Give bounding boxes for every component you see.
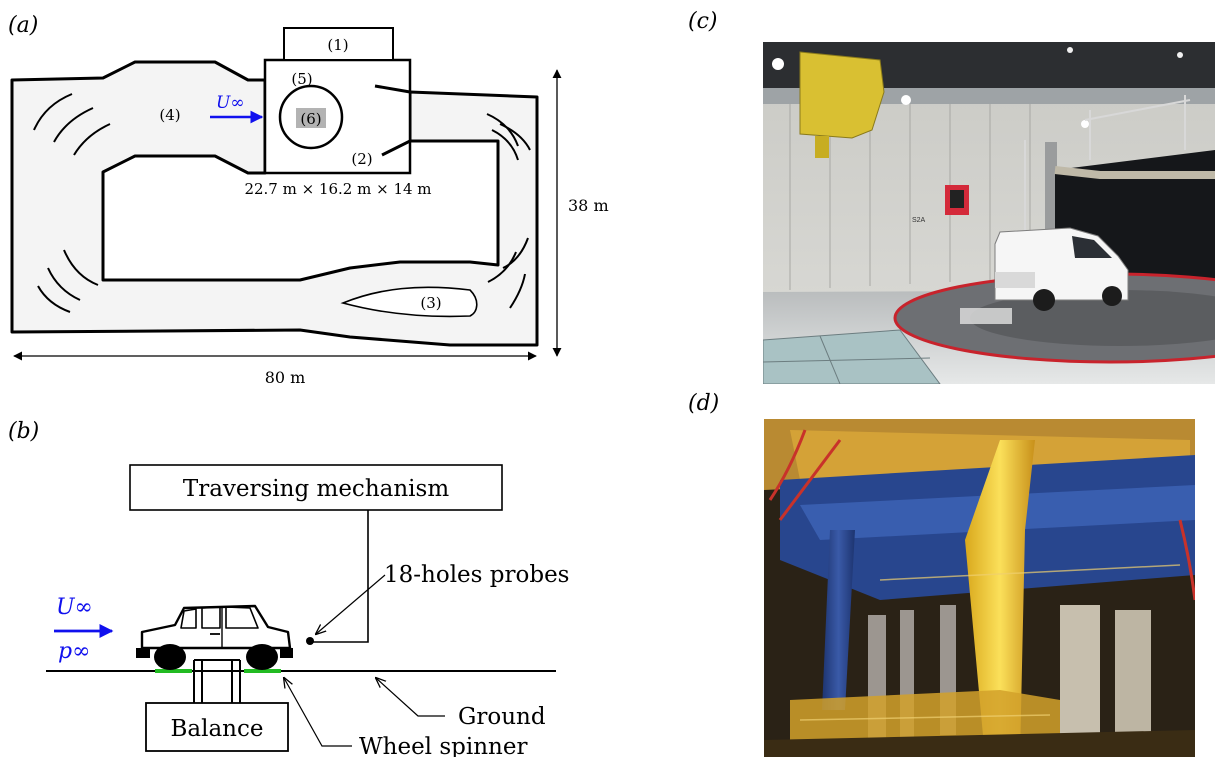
probes-label: 18-holes probes (384, 562, 569, 588)
part-2-label: (2) (351, 150, 372, 168)
balance-area (296, 108, 326, 128)
ground-callout (376, 678, 445, 717)
tunnel-outer-wall (10, 60, 539, 347)
height-dimension-label: 38 m (568, 196, 609, 215)
wheel-spinner-callout (284, 678, 352, 747)
panel-a-label: (a) (8, 13, 38, 38)
wind-tunnel-circuit (10, 27, 562, 361)
probe-callout (316, 574, 386, 634)
panel-c-label: (c) (688, 9, 718, 34)
probe-support (312, 510, 369, 643)
width-dimension-label: 80 m (265, 368, 306, 387)
balance-box (145, 702, 289, 752)
part-5-label: (5) (291, 70, 312, 88)
traversing-mechanism-label: Traversing mechanism (183, 476, 449, 502)
s2a-sign: S2A (912, 217, 926, 224)
heat-exchanger (340, 286, 478, 318)
balance-label: Balance (171, 716, 264, 742)
panel-d-label: (d) (688, 391, 719, 416)
panel-b-label: (b) (8, 419, 39, 444)
balance-photo (764, 419, 1195, 757)
front-wheel (154, 644, 186, 670)
ground-label: Ground (458, 704, 546, 730)
control-room-box (283, 27, 394, 61)
setup-schematic (46, 464, 556, 752)
part-3-label: (3) (420, 294, 441, 312)
turning-vanes (33, 93, 531, 313)
wheel-spinner-label: Wheel spinner (359, 734, 527, 757)
u-inf-label-a: U∞ (216, 93, 245, 113)
p-inf-label: p∞ (58, 639, 90, 664)
part-6-label: (6) (300, 110, 321, 128)
probe-tip (306, 637, 314, 645)
part-1-label: (1) (327, 36, 348, 54)
test-section-photo: S2A (763, 42, 1215, 384)
test-section-dimensions: 22.7 m × 16.2 m × 14 m (244, 180, 431, 198)
rear-wheel (246, 644, 278, 670)
traversing-mechanism-box (129, 464, 503, 511)
u-inf-label-b: U∞ (56, 595, 93, 620)
car-model (140, 604, 292, 650)
part-4-label: (4) (159, 106, 180, 124)
